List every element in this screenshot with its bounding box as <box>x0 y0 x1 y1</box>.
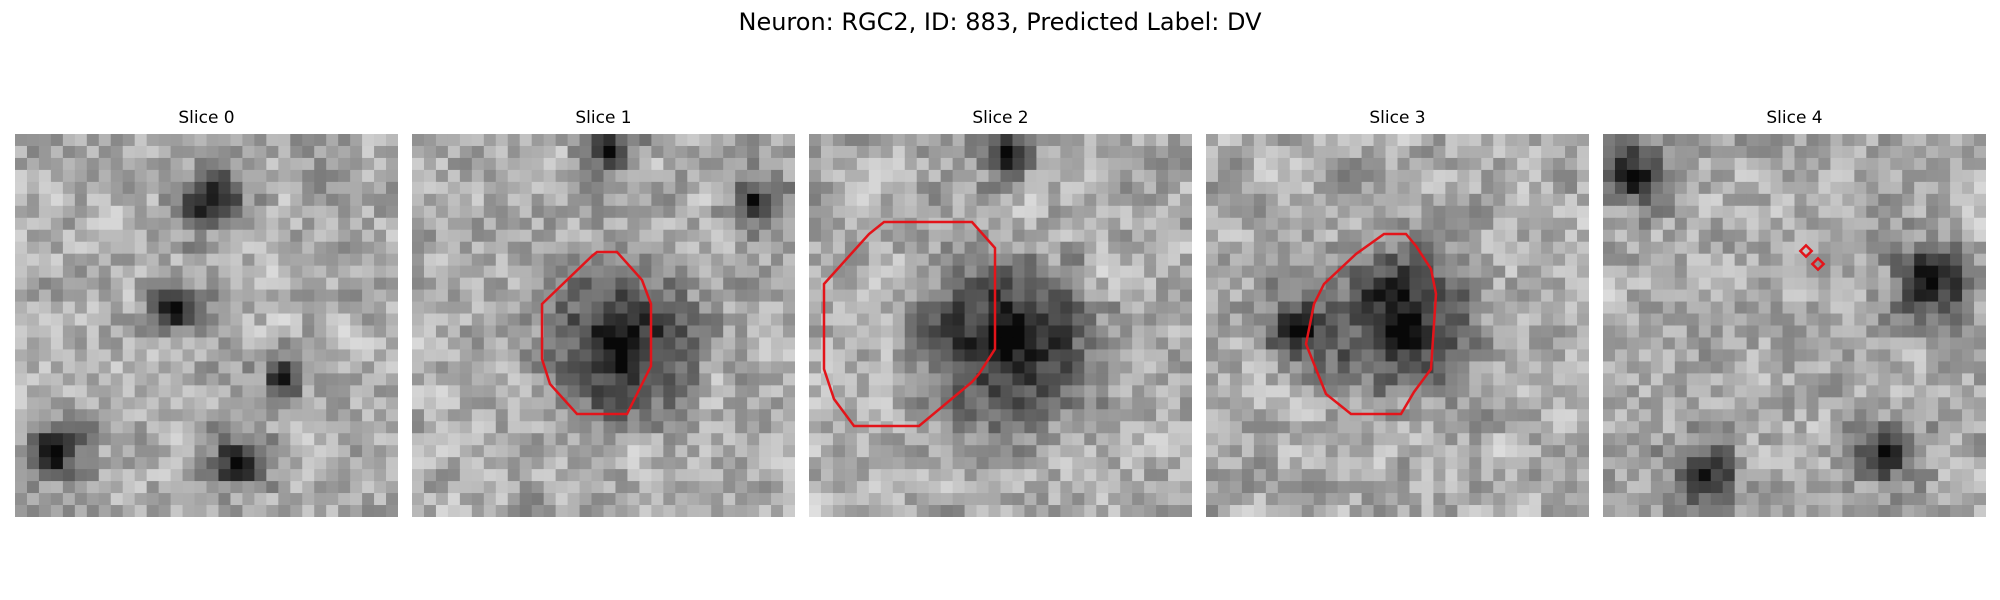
segmentation-contour <box>1798 243 1814 259</box>
slice-panel-3: Slice 3 <box>1206 108 1589 517</box>
slice-panel-4: Slice 4 <box>1603 108 1986 517</box>
slice-title: Slice 1 <box>575 108 632 128</box>
segmentation-contour <box>822 220 997 428</box>
slice-image-1 <box>412 134 795 517</box>
segmentation-contour <box>1810 256 1826 272</box>
slice-image-2 <box>809 134 1192 517</box>
slice-image-0 <box>15 134 398 517</box>
segmentation-contour <box>1304 232 1438 416</box>
slice-title: Slice 4 <box>1766 108 1823 128</box>
segmentation-contour <box>540 250 653 416</box>
slice-panel-2: Slice 2 <box>809 108 1192 517</box>
figure-title: Neuron: RGC2, ID: 883, Predicted Label: … <box>738 8 1262 36</box>
slice-panel-0: Slice 0 <box>15 108 398 517</box>
slice-image-3 <box>1206 134 1589 517</box>
slice-image-4 <box>1603 134 1986 517</box>
slice-title: Slice 0 <box>178 108 235 128</box>
slice-title: Slice 2 <box>972 108 1029 128</box>
slice-panel-1: Slice 1 <box>412 108 795 517</box>
slice-title: Slice 3 <box>1369 108 1426 128</box>
